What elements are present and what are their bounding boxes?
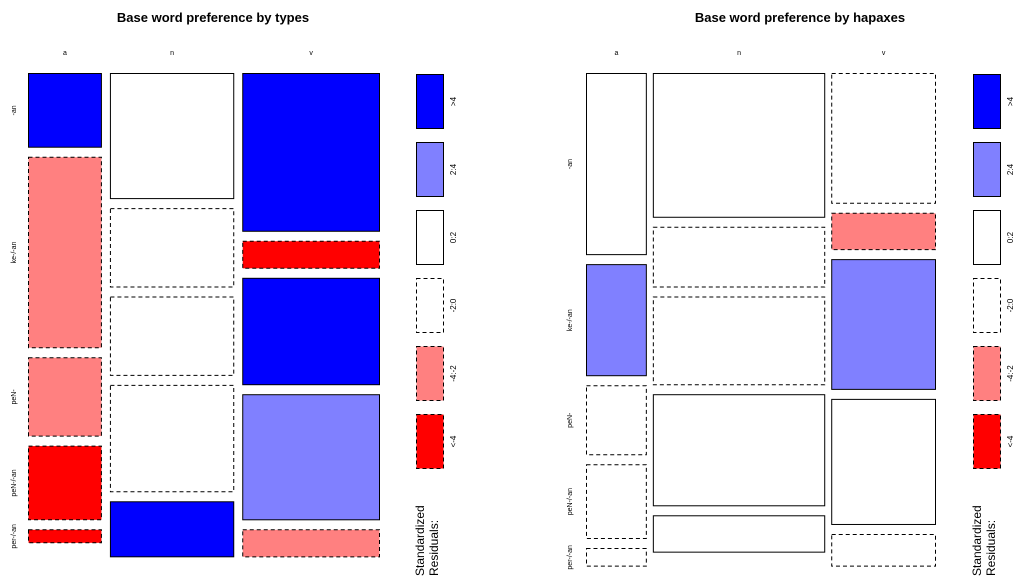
- mosaic-panel-hapaxes: Base word preference by hapaxes a -an ke-/-…: [567, 10, 1015, 576]
- mosaic-tile-v-1: [831, 73, 936, 204]
- mosaic-tile-n-2: [652, 226, 826, 288]
- mosaic-tile-v-2: [242, 240, 380, 269]
- legend-swatch: [416, 74, 444, 129]
- row-label: ke-/-an: [567, 309, 574, 331]
- mosaic-tile-a-1: [586, 73, 647, 256]
- legend-label: 0:2: [449, 231, 458, 243]
- legend-swatch: [973, 74, 1001, 129]
- mosaic-tile-a-5: [28, 529, 102, 544]
- legend-label: 2:4: [1006, 163, 1015, 175]
- column-label: n: [170, 50, 174, 57]
- row-label: peN-/-an: [567, 488, 574, 515]
- mosaic-tile-v-2: [831, 212, 936, 251]
- chart-title: Base word preference by hapaxes: [695, 10, 905, 25]
- mosaic-tile-v-3: [242, 277, 380, 386]
- legend-swatch: [973, 346, 1001, 401]
- mosaic-tile-a-1: [28, 73, 102, 148]
- mosaic-tile-n-5: [652, 515, 826, 553]
- mosaic-tile-n-5: [109, 501, 235, 558]
- legend-swatch: [973, 278, 1001, 333]
- column-label: v: [309, 50, 313, 57]
- legend-swatch: [416, 210, 444, 265]
- legend-swatch: [973, 142, 1001, 197]
- mosaic-panel-types: Base word preference by types a -an ke-/-an…: [11, 10, 458, 576]
- legend-swatch: [973, 414, 1001, 469]
- legend-swatch: [973, 210, 1001, 265]
- legend-label: -4:-2: [1006, 365, 1015, 382]
- legend-label: 0:2: [1006, 231, 1015, 243]
- legend-swatch: [416, 278, 444, 333]
- mosaic-tile-v-4: [242, 394, 380, 521]
- legend-title-line1: Standardized: [970, 505, 984, 576]
- legend-title-line2: Residuals:: [427, 520, 441, 576]
- legend-label: <-4: [1006, 435, 1015, 447]
- mosaic-tile-v-5: [242, 529, 380, 558]
- row-label: peN-/-an: [11, 469, 18, 496]
- legend-label: -2:0: [449, 298, 458, 312]
- mosaic-tile-a-5: [586, 547, 647, 567]
- mosaic-tile-a-3: [586, 385, 647, 456]
- legend-title-line2: Residuals:: [984, 520, 998, 576]
- row-label: ke-/-an: [11, 241, 18, 263]
- mosaic-tile-v-1: [242, 73, 380, 232]
- row-label: per-/-an: [567, 545, 574, 570]
- mosaic-tile-a-4: [586, 464, 647, 539]
- mosaic-tile-a-2: [586, 264, 647, 377]
- legend-swatch: [416, 142, 444, 197]
- row-label: peN-: [11, 389, 18, 405]
- legend-label: -4:-2: [449, 365, 458, 382]
- column-label: n: [737, 50, 741, 57]
- legend-label: <-4: [449, 435, 458, 447]
- legend-label: 2:4: [449, 163, 458, 175]
- row-label: per-/-an: [11, 524, 18, 549]
- legend-swatch: [416, 414, 444, 469]
- row-label: -an: [567, 159, 574, 169]
- chart-title: Base word preference by types: [117, 10, 309, 25]
- mosaic-tile-n-4: [109, 384, 235, 493]
- row-label: peN-: [567, 412, 574, 428]
- mosaic-tile-a-2: [28, 156, 102, 349]
- mosaic-tile-v-4: [831, 398, 936, 525]
- legend-label: -2:0: [1006, 298, 1015, 312]
- legend-label: >4: [1006, 96, 1015, 106]
- mosaic-tile-v-3: [831, 259, 936, 390]
- legend-title-line1: Standardized: [413, 505, 427, 576]
- mosaic-tile-n-3: [109, 296, 235, 376]
- mosaic-tile-n-4: [652, 394, 826, 507]
- mosaic-tile-n-2: [109, 208, 235, 288]
- legend-label: >4: [449, 96, 458, 106]
- mosaic-tile-n-1: [109, 73, 235, 200]
- mosaic-tile-a-3: [28, 357, 102, 437]
- mosaic-tile-n-1: [652, 73, 826, 218]
- mosaic-tile-n-3: [652, 296, 826, 386]
- column-label: a: [63, 50, 67, 57]
- row-label: -an: [11, 105, 18, 115]
- mosaic-tile-a-4: [28, 445, 102, 521]
- column-label: a: [614, 50, 618, 57]
- legend-swatch: [416, 346, 444, 401]
- column-label: v: [882, 50, 886, 57]
- mosaic-tile-v-5: [831, 533, 936, 567]
